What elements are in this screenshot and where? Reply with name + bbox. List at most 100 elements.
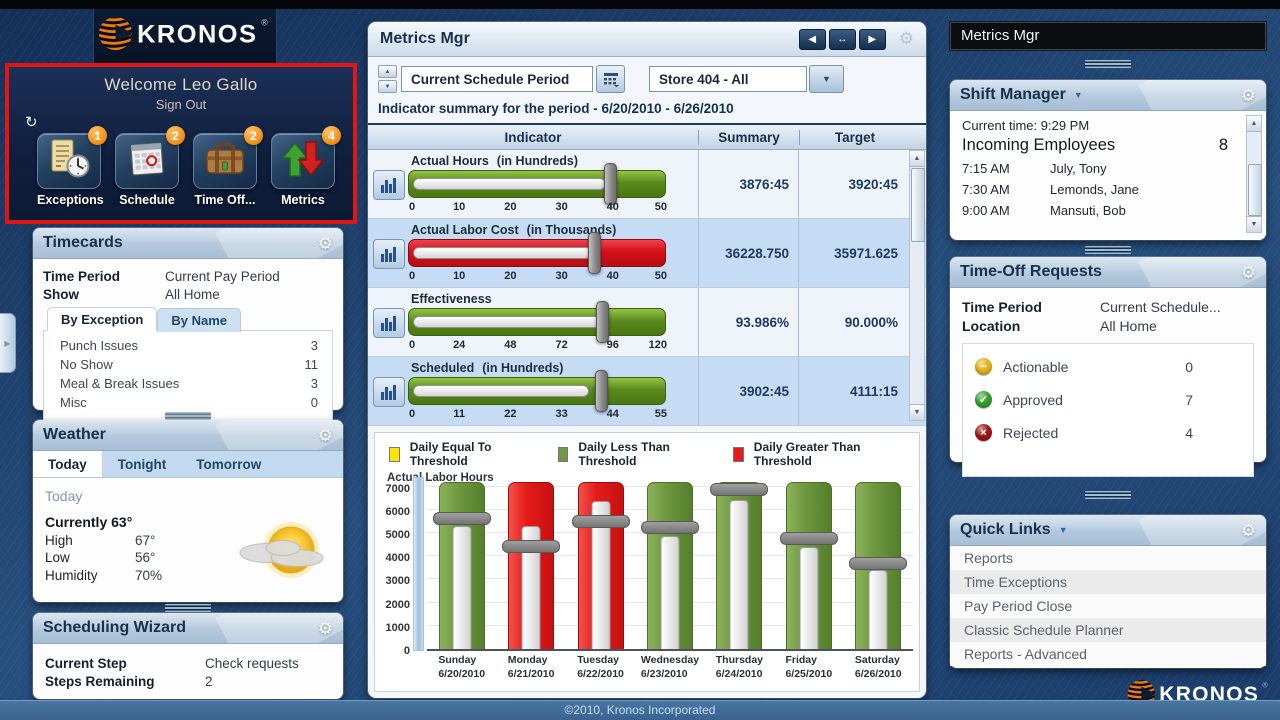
nav-tile-schedule[interactable]: 2 Schedule	[115, 126, 185, 207]
gear-icon[interactable]: ⚙	[1240, 262, 1256, 282]
nav-tile-exceptions[interactable]: 1 Exceptions	[37, 126, 107, 207]
chevron-down-icon[interactable]: ▼	[1058, 525, 1068, 535]
drag-handle[interactable]	[1085, 246, 1131, 254]
drag-handle[interactable]	[165, 604, 211, 612]
gear-icon[interactable]: ⚙	[317, 233, 333, 253]
nav-tile-time-off[interactable]: 2 Time Off...	[193, 126, 263, 207]
chevron-down-icon[interactable]: ▼	[1073, 90, 1083, 100]
scroll-down-button[interactable]: ▼	[910, 404, 924, 420]
tab-today[interactable]: Today	[33, 451, 103, 477]
gear-icon[interactable]: ⚙	[1240, 85, 1256, 105]
period-select[interactable]: Current Schedule Period	[401, 66, 593, 92]
exception-list-item[interactable]: Punch Issues 3	[52, 336, 324, 355]
slider-ticks: 0 24 48 72 96 120	[408, 339, 667, 353]
x-axis-label: Sunday 6/20/2010	[438, 654, 485, 681]
scheduling-wizard-rows: Current Step Check requests Steps Remainin…	[33, 644, 343, 701]
tab-by-exception[interactable]: By Exception	[47, 307, 158, 331]
slider-handle[interactable]	[595, 370, 609, 412]
indicator-row-actual-hours[interactable]: Actual Hours (in Hundreds) 0 10 20 30 40 50 3876…	[368, 150, 926, 219]
collapse-left-button[interactable]: ◀	[798, 28, 826, 50]
sidebar-expand-tab[interactable]: ▶	[0, 313, 16, 373]
legend-item: Daily Less Than Threshold	[557, 440, 681, 468]
quick-links-widget: Quick Links ▼ ⚙ Reports Time Exceptions Pa…	[950, 515, 1266, 668]
table-scrollbar[interactable]: ▲ ▼	[909, 150, 925, 421]
tab-by-name[interactable]: By Name	[157, 308, 241, 332]
scroll-up-button[interactable]: ▲	[910, 151, 924, 167]
y-tick-label: 5000	[385, 529, 410, 541]
shift-manager-scrollbar[interactable]: ▲ ▼	[1246, 115, 1262, 233]
bar-group-monday: Monday 6/21/2010	[496, 477, 565, 680]
indicator-cell: Actual Hours (in Hundreds) 0 10 20 30 40 50	[368, 150, 699, 218]
store-select[interactable]: Store 404 - All	[649, 66, 807, 92]
tick-label: 0	[409, 339, 416, 351]
quick-link-time-exceptions[interactable]: Time Exceptions	[950, 570, 1266, 594]
tab-tomorrow[interactable]: Tomorrow	[196, 457, 262, 472]
spinner-down-button[interactable]: ▼	[378, 80, 397, 93]
nav-tile-label: Time Off...	[194, 193, 256, 207]
summary-value: 3902:45	[699, 357, 799, 425]
slider-handle[interactable]	[587, 232, 601, 274]
refresh-icon[interactable]: ↻	[25, 114, 38, 131]
slider-handle[interactable]	[595, 301, 609, 343]
kronos-logo: KRONOS ®	[97, 12, 273, 60]
spinner-up-button[interactable]: ▲	[378, 65, 397, 78]
quick-link-pay-period-close[interactable]: Pay Period Close	[950, 594, 1266, 618]
tick-label: 20	[504, 270, 517, 282]
minus-circle-icon: −	[975, 358, 992, 375]
indicator-row-scheduled[interactable]: Scheduled (in Hundreds) 0 11 22 33 44 55 3902:45…	[368, 357, 926, 426]
drag-handle[interactable]	[1085, 60, 1131, 68]
bar-group-thursday: Thursday 6/24/2010	[705, 477, 774, 680]
legend-label: Daily Greater Than Threshold	[753, 440, 861, 468]
slider-track	[408, 370, 666, 412]
tab-tonight[interactable]: Tonight	[117, 457, 167, 472]
gear-icon[interactable]: ⚙	[317, 425, 333, 445]
main-nav: 1 Exceptions 2 Schedule 2 Time Off... 4 Metrics	[37, 126, 341, 207]
nav-tile-metrics[interactable]: 4 Metrics	[271, 126, 341, 207]
scrollbar-thumb[interactable]	[911, 168, 925, 242]
gear-icon[interactable]: ⚙	[898, 29, 914, 48]
field-label: Location	[962, 318, 1021, 334]
calendar-icon[interactable]	[596, 65, 625, 93]
tick-label: 0	[409, 201, 416, 213]
sign-out-link[interactable]: Sign Out	[155, 97, 207, 112]
exception-count: 3	[310, 376, 318, 391]
bar-chart-icon[interactable]	[373, 170, 405, 200]
drag-handle[interactable]	[1085, 491, 1131, 499]
slider-progress	[413, 316, 608, 328]
quick-link-reports-advanced[interactable]: Reports - Advanced	[950, 642, 1266, 666]
store-dropdown-button[interactable]: ▼	[809, 65, 844, 93]
drag-handle[interactable]	[165, 412, 211, 420]
field-value: All Home	[1100, 318, 1157, 334]
bar-chart-icon[interactable]	[373, 239, 405, 269]
indicator-unit: (in Hundreds)	[482, 361, 564, 375]
bar-chart-icon[interactable]	[373, 377, 405, 407]
scroll-down-button[interactable]: ▼	[1247, 216, 1261, 232]
indicator-row-effectiveness[interactable]: Effectiveness 0 24 48 72 96 120 93.986% 90.000%	[368, 288, 926, 357]
wizard-label: Steps Remaining	[45, 674, 155, 689]
x-axis-label: Saturday 6/26/2010	[855, 654, 902, 681]
collapse-right-button[interactable]: ▶	[858, 28, 886, 50]
bar-chart-icon[interactable]	[373, 308, 405, 338]
gear-icon[interactable]: ⚙	[1240, 520, 1256, 540]
arrival-list: 7:15 AM July, Tony 7:30 AM Lemonds, Jane 9:0…	[962, 161, 1240, 218]
scroll-up-button[interactable]: ▲	[1247, 116, 1261, 132]
quick-link-reports[interactable]: Reports	[950, 546, 1266, 570]
metrics-mgr-title: Metrics Mgr	[380, 30, 470, 47]
weather-stat-label: Low	[45, 550, 70, 565]
weather-stat-value: 56°	[135, 550, 156, 565]
metrics-mgr-header: Metrics Mgr ◀ ↔ ▶ ⚙	[368, 22, 926, 57]
tick-label: 11	[453, 408, 466, 420]
quick-link-classic-schedule-planner[interactable]: Classic Schedule Planner	[950, 618, 1266, 642]
metrics-search-input[interactable]: Metrics Mgr	[950, 22, 1266, 50]
gear-icon[interactable]: ⚙	[317, 618, 333, 638]
slider-handle[interactable]	[604, 163, 618, 205]
exception-list-item[interactable]: Meal & Break Issues 3	[52, 374, 324, 393]
exception-list-item[interactable]: Misc 0	[52, 393, 324, 412]
exception-list-item[interactable]: No Show 11	[52, 355, 324, 374]
expand-button[interactable]: ↔	[828, 28, 856, 50]
scrollbar-thumb[interactable]	[1248, 164, 1262, 216]
indicator-row-actual-labor-cost[interactable]: Actual Labor Cost (in Thousands) 0 10 20 30 40…	[368, 219, 926, 288]
notification-badge: 2	[244, 126, 263, 145]
indicator-name-text: Actual Hours	[411, 154, 489, 168]
